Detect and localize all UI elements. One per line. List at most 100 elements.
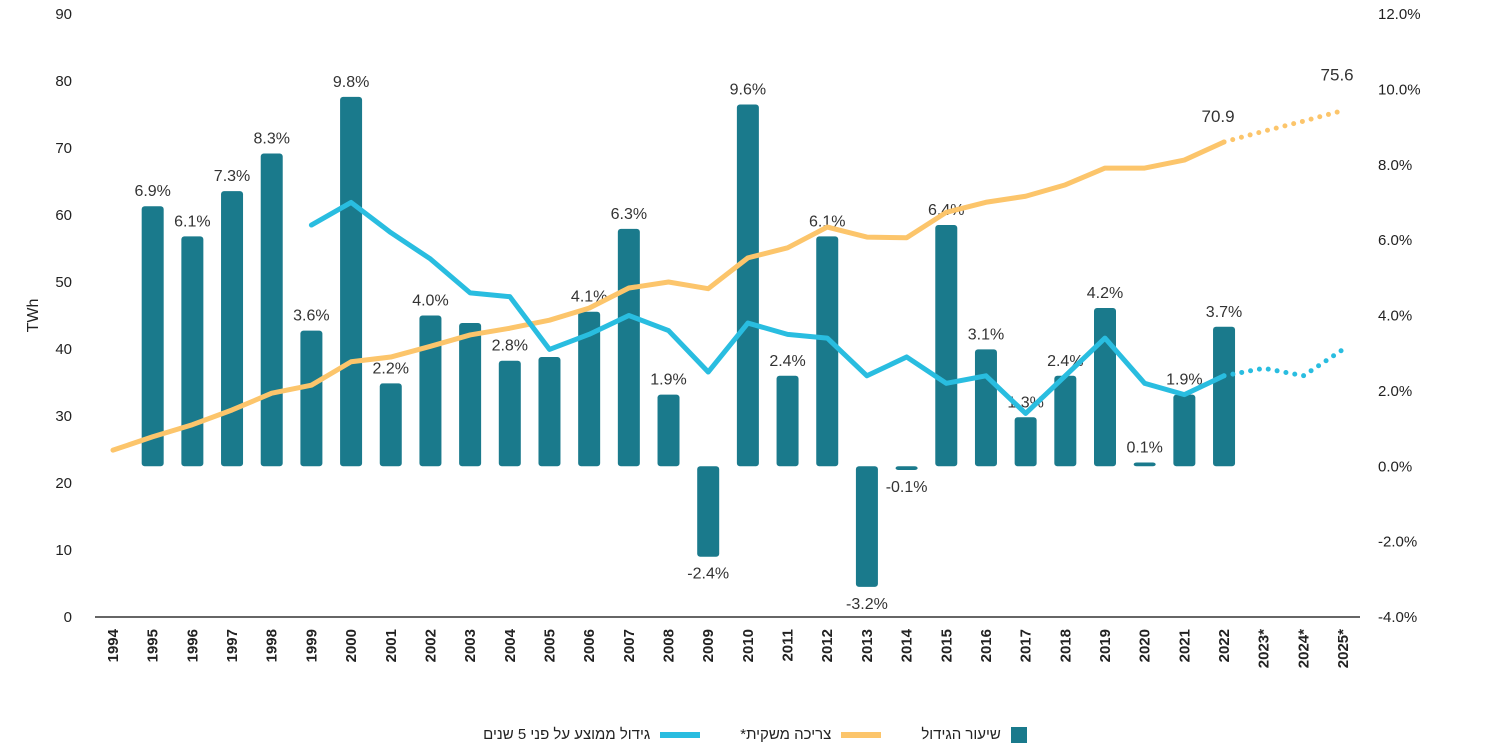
- bar-data-label: 6.3%: [611, 206, 647, 223]
- x-axis-tick: 2014: [899, 628, 916, 662]
- right-axis-tick: 6.0%: [1378, 232, 1412, 249]
- growth-bar: [895, 466, 918, 471]
- growth-bar: [419, 315, 442, 467]
- left-axis-tick: 70: [55, 140, 72, 157]
- x-axis-tick: 2000: [343, 629, 360, 662]
- growth-bar: [816, 236, 839, 467]
- x-axis-tick: 2025*: [1335, 629, 1352, 668]
- left-axis-tick: 80: [55, 73, 72, 90]
- right-axis-tick: -2.0%: [1378, 534, 1417, 551]
- consumption-line-dotted: [1221, 107, 1346, 145]
- bar-data-label: 0.1%: [1126, 439, 1162, 456]
- x-axis-tick: 1997: [224, 629, 241, 662]
- x-axis-tick: 2007: [621, 629, 638, 662]
- bar-data-label: -3.2%: [846, 596, 888, 613]
- growth-bar: [657, 394, 680, 467]
- x-axis-tick: 2023*: [1256, 629, 1273, 668]
- legend: שיעור הגידול צריכה משקית* גידול ממוצע על…: [0, 726, 1510, 743]
- x-axis-tick: 1995: [145, 629, 162, 662]
- left-axis-tick: 60: [55, 207, 72, 224]
- growth-bar: [260, 153, 283, 467]
- right-axis-tick: 0.0%: [1378, 458, 1412, 475]
- growth-bar: [736, 104, 759, 467]
- left-axis-label: TWh: [25, 299, 42, 333]
- x-axis-tick: 2008: [661, 629, 678, 662]
- bar-data-label: 8.3%: [253, 130, 289, 147]
- growth-bar: [340, 96, 363, 467]
- growth-bar: [1094, 307, 1116, 467]
- legend-swatch-bar: [1010, 726, 1027, 743]
- bar-data-label: 1.9%: [1166, 372, 1202, 389]
- bar-data-label: 9.8%: [333, 74, 369, 91]
- right-axis-tick: 4.0%: [1378, 308, 1412, 325]
- bar-data-label: 6.1%: [174, 213, 210, 230]
- growth-bar: [1213, 326, 1236, 467]
- right-axis-tick: 12.0%: [1378, 6, 1421, 23]
- legend-item-avg5: גידול ממוצע על פני 5 שנים: [483, 726, 701, 743]
- growth-bar: [221, 191, 244, 467]
- left-axis-tick: 30: [55, 408, 72, 425]
- legend-swatch-blue-line: [660, 731, 701, 738]
- x-axis-tick: 2004: [502, 628, 519, 662]
- x-axis-tick: 2005: [541, 629, 558, 662]
- x-axis-tick: 2015: [938, 629, 955, 662]
- x-axis-tick: 2003: [462, 629, 479, 662]
- legend-label: שיעור הגידול: [921, 726, 1001, 743]
- x-axis-tick: 2006: [581, 629, 598, 662]
- right-axis-tick: 2.0%: [1378, 383, 1412, 400]
- growth-bar: [974, 349, 997, 467]
- consumption-point-label: 70.9: [1201, 107, 1234, 126]
- bar-data-label: 2.4%: [769, 353, 805, 370]
- legend-swatch-orange-line: [841, 731, 882, 738]
- left-axis-tick: 90: [55, 6, 72, 23]
- x-axis-tick: 2010: [740, 629, 757, 662]
- x-axis-tick: 2017: [1018, 629, 1035, 662]
- growth-bar: [1173, 394, 1196, 467]
- x-axis-tick: 2011: [780, 629, 797, 662]
- growth-bar: [855, 466, 878, 587]
- x-axis-tick: 2002: [422, 629, 439, 662]
- growth-bar: [776, 375, 799, 467]
- bar-data-label: 2.8%: [492, 338, 528, 355]
- x-axis-tick: 1998: [264, 629, 281, 662]
- bar-data-label: -2.4%: [687, 566, 729, 583]
- legend-label: גידול ממוצע על פני 5 שנים: [483, 726, 651, 743]
- x-axis-tick: 2020: [1137, 629, 1154, 662]
- x-axis-tick: 1999: [303, 629, 320, 662]
- x-axis-tick: 2001: [383, 629, 400, 662]
- growth-bar: [379, 383, 402, 467]
- avg5-growth-line-dotted: [1221, 346, 1346, 379]
- x-axis-tick: 1994: [105, 628, 122, 662]
- avg5-growth-line-solid: [308, 199, 1227, 416]
- growth-bar: [578, 311, 601, 467]
- growth-bar: [300, 330, 323, 467]
- x-axis-tick: 1996: [184, 629, 201, 662]
- legend-label: צריכה משקית*: [740, 726, 832, 743]
- x-axis-tick: 2012: [819, 629, 836, 662]
- bar-data-label: 4.0%: [412, 293, 448, 310]
- x-axis-tick: 2021: [1176, 629, 1193, 662]
- bar-data-label: -0.1%: [886, 479, 928, 496]
- growth-bar: [141, 206, 164, 467]
- bar-data-label: 2.2%: [373, 360, 409, 377]
- x-axis-tick: 2018: [1057, 629, 1074, 662]
- right-axis-tick: 8.0%: [1378, 157, 1412, 174]
- bar-data-label: 3.1%: [968, 326, 1004, 343]
- left-axis-tick: 0: [64, 609, 72, 626]
- growth-bar: [181, 236, 204, 467]
- x-axis-tick: 2024*: [1295, 629, 1312, 668]
- bar-data-label: 6.1%: [809, 213, 845, 230]
- legend-item-consumption: צריכה משקית*: [740, 726, 882, 743]
- bar-data-label: 7.3%: [214, 168, 250, 185]
- growth-bar: [1014, 417, 1037, 467]
- right-axis-tick: -4.0%: [1378, 609, 1417, 626]
- combo-chart: 0 10 20 30 40 50 60 70 80 90 -4.0% -2.0% 0.0% 2.0% 4.0…: [25, 6, 1421, 668]
- bar-data-label: 4.2%: [1087, 285, 1123, 302]
- left-axis-tick: 40: [55, 341, 72, 358]
- bar-data-label: 1.9%: [650, 372, 686, 389]
- left-axis-tick: 10: [55, 542, 72, 559]
- growth-bar: [498, 360, 521, 467]
- growth-bar: [1054, 375, 1077, 467]
- growth-bar: [1133, 462, 1156, 467]
